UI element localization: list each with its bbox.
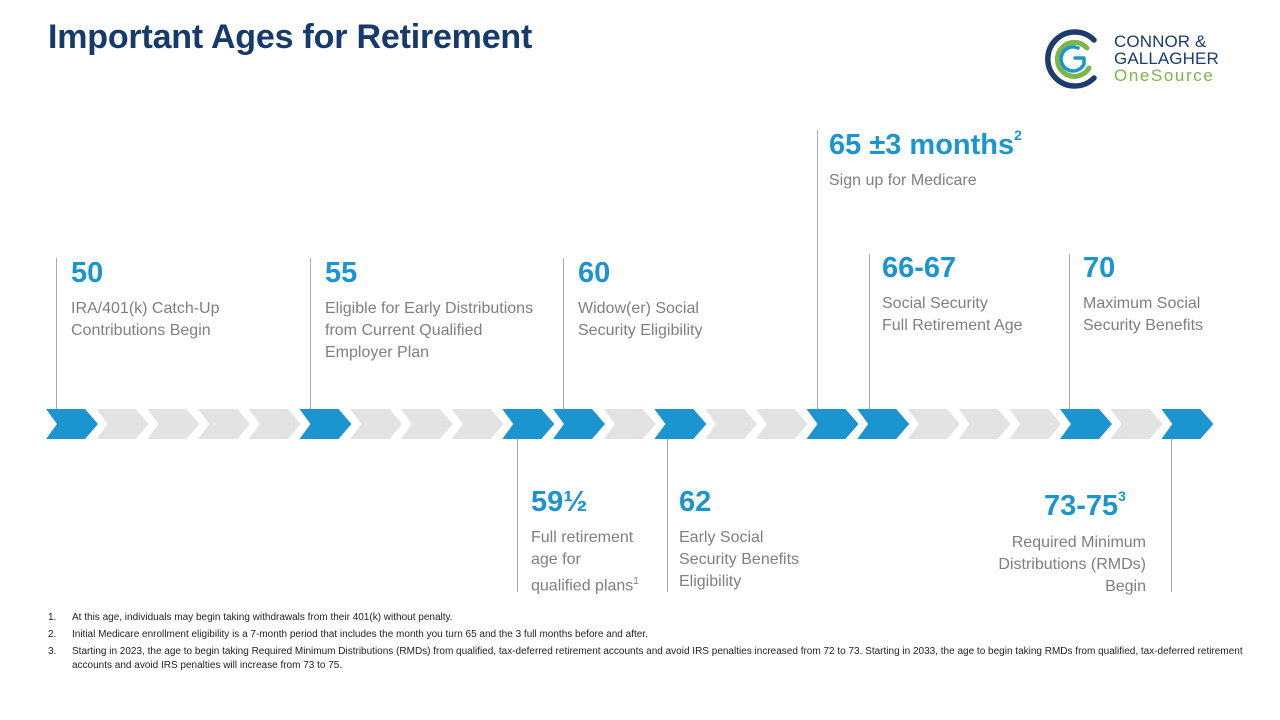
timeline-chevron-active — [654, 409, 707, 439]
logo-line-1: CONNOR & — [1114, 32, 1207, 51]
timeline-chevron — [350, 409, 403, 439]
connector-line-65 — [817, 130, 818, 410]
connector-line-70 — [1069, 254, 1070, 410]
timeline-chevron — [96, 409, 149, 439]
company-logo: CONNOR & GALLAGHER OneSource — [1042, 26, 1242, 92]
timeline-chevron-active — [806, 409, 859, 439]
timeline-chevron-active — [299, 409, 352, 439]
milestone-desc-55: Eligible for Early Distributions from Cu… — [325, 300, 534, 361]
timeline-chevron-active — [1161, 409, 1214, 439]
cg-logo-mark-icon — [1045, 29, 1097, 89]
timeline-chevron — [400, 409, 453, 439]
milestone-age-60: 60 — [578, 257, 611, 289]
milestone-desc-50: IRA/401(k) Catch-Up Contributions Begin — [71, 300, 220, 339]
connector-line-66-67 — [869, 254, 870, 410]
timeline-chevron — [907, 409, 960, 439]
milestone-age-66-67: 66-67 — [882, 252, 957, 284]
footnote-3: 3. Starting in 2023, the age to begin tak… — [48, 646, 1243, 671]
footnote-ref-3: 3 — [1118, 488, 1126, 504]
footnote-ref-2: 2 — [1014, 127, 1022, 143]
footnote-2: 2. Initial Medicare enrollment eligibilit… — [48, 629, 648, 640]
milestone-age-65: 65 ±3 months2 — [829, 127, 1022, 161]
footnotes: 1. At this age, individuals may begin tak… — [48, 611, 1243, 676]
connector-line-60 — [563, 258, 564, 410]
milestone-age-59-half: 59½ — [531, 486, 588, 518]
logo-line-2: GALLAGHER — [1114, 49, 1219, 68]
timeline-chevron — [1009, 409, 1062, 439]
milestone-desc-70: Maximum Social Security Benefits — [1083, 295, 1204, 334]
timeline-chevron — [147, 409, 200, 439]
milestone-age-62: 62 — [679, 486, 712, 518]
milestone-desc-73-75: Required Minimum Distributions (RMDs) Be… — [998, 534, 1146, 595]
timeline-chevron-active — [46, 409, 98, 439]
timeline-chevron — [958, 409, 1011, 439]
page-title: Important Ages for Retirement — [48, 18, 533, 56]
timeline-chevron-active — [502, 409, 555, 439]
footnote-ref-1: 1 — [633, 576, 639, 587]
footnote-1: 1. At this age, individuals may begin tak… — [48, 612, 453, 623]
timeline-chevron — [755, 409, 808, 439]
milestone-desc-60: Widow(er) Social Security Eligibility — [578, 300, 703, 339]
timeline-chevron — [451, 409, 504, 439]
timeline-chevron-active — [1060, 409, 1112, 439]
milestone-age-70: 70 — [1083, 252, 1116, 284]
timeline-chevron — [705, 409, 758, 439]
logo-line-3: OneSource — [1114, 66, 1215, 85]
connector-line-55 — [310, 258, 311, 410]
timeline-chevron — [1110, 409, 1163, 439]
milestone-desc-62: Early Social Security Benefits Eligibili… — [679, 529, 800, 590]
milestone-desc-66-67: Social Security Full Retirement Age — [882, 295, 1023, 334]
timeline-chevron-active — [857, 409, 910, 439]
milestone-desc-59-half: Full retirement age for qualified plans1 — [531, 529, 639, 595]
timeline-chevron — [248, 409, 301, 439]
milestone-age-73-75: 73-753 — [1044, 488, 1126, 522]
milestone-age-50: 50 — [71, 257, 104, 289]
milestone-desc-65: Sign up for Medicare — [829, 172, 977, 189]
connector-line-73-75 — [1171, 438, 1172, 592]
connector-line-59-half — [517, 438, 518, 592]
timeline-chevron — [603, 409, 656, 439]
connector-line-62 — [667, 438, 668, 592]
timeline-chevron — [198, 409, 251, 439]
connector-line-50 — [56, 258, 57, 410]
milestone-age-55: 55 — [325, 257, 358, 289]
timeline-chevron-active — [553, 409, 605, 439]
timeline-chevrons — [46, 409, 1214, 439]
